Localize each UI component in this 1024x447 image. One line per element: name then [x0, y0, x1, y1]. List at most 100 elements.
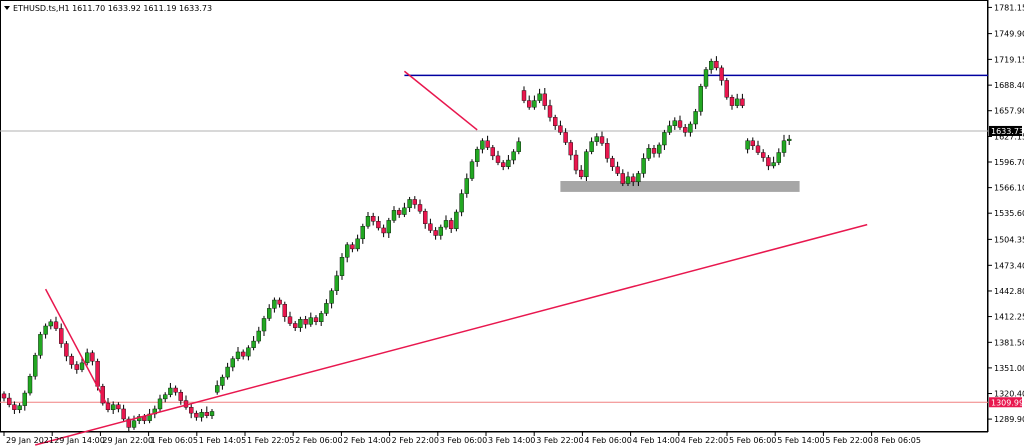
candle-body [532, 100, 537, 108]
candle-body [719, 67, 724, 81]
candle-body [381, 227, 386, 234]
price-tick-label: 1596.70 [994, 158, 1024, 167]
candle-body [230, 358, 236, 368]
price-tick-label: 1657.90 [994, 107, 1024, 116]
candle-body [672, 120, 677, 126]
candle-body [584, 151, 589, 178]
support-zone-layer [560, 181, 800, 192]
candle-body [303, 319, 308, 325]
candle-body [261, 318, 267, 332]
time-tick-label: 29 Jan 14:00 [54, 436, 105, 445]
candle-body [214, 385, 220, 393]
candle-body [516, 141, 521, 152]
candle-body [199, 412, 204, 418]
candle-body [547, 105, 553, 118]
candle-body [79, 362, 85, 370]
trendline [35, 223, 868, 446]
triangle-down-icon[interactable] [4, 6, 10, 10]
price-tick-label: 1412.25 [994, 313, 1024, 322]
candle-body [490, 147, 495, 157]
candle-body [480, 140, 485, 150]
time-tick-label: 2 Feb 14:00 [343, 436, 390, 445]
candle-body [646, 148, 651, 159]
candle-body [173, 387, 178, 393]
candle-body [724, 80, 729, 98]
candle-body [693, 111, 698, 125]
time-tick-label: 4 Feb 06:00 [584, 436, 631, 445]
candle-body [667, 125, 672, 133]
candle-body [568, 142, 573, 156]
candle-body [761, 152, 766, 158]
price-tick-label: 1473.40 [994, 261, 1024, 270]
candle-body [438, 226, 443, 236]
time-tick-label: 5 Feb 06:00 [729, 436, 776, 445]
current-price-tag-label: 1633.73 [991, 127, 1024, 136]
price-axis: 1781.15 1749.90 1719.15 1688.40 1657.90 1627.… [988, 3, 1024, 424]
candle-body [240, 351, 246, 357]
candle-body [703, 69, 709, 87]
candle-body [121, 408, 126, 420]
candle-body [475, 148, 480, 162]
candle-body [69, 355, 74, 365]
candle-body [521, 90, 527, 101]
candle-body [246, 347, 251, 357]
candle-body [449, 220, 454, 229]
candle-body [371, 216, 376, 222]
time-tick-label: 29 Jan 22:00 [102, 436, 153, 445]
candle-body [558, 125, 563, 133]
candle-body [527, 100, 532, 108]
chart-title: ETHUSD.ts,H1 1611.70 1633.92 1611.19 163… [13, 4, 212, 13]
candle-body [553, 117, 558, 126]
candle-body [469, 161, 475, 179]
time-tick-label: 8 Feb 06:05 [874, 436, 921, 445]
candle-body [407, 199, 412, 209]
candle-body [735, 98, 740, 106]
time-tick-label: 3 Feb 22:00 [536, 436, 583, 445]
candle-body [625, 176, 631, 184]
price-tick-label: 1381.50 [994, 338, 1024, 347]
candle-body [563, 132, 568, 143]
candle-body [506, 159, 511, 167]
candle-body [397, 210, 402, 215]
candle-body [428, 223, 433, 231]
candle-body [188, 407, 194, 414]
candle-body [657, 144, 662, 154]
candle-body [511, 151, 516, 161]
time-tick-label: 1 Feb 06:05 [151, 436, 198, 445]
candle-body [729, 97, 735, 106]
current-price-tag [989, 125, 1022, 136]
candle-body [620, 173, 625, 184]
trendlines [35, 70, 868, 446]
candle-body [126, 418, 132, 428]
candle-body [376, 221, 381, 229]
time-tick-label: 2 Feb 22:00 [392, 436, 439, 445]
candle-body [350, 244, 355, 250]
candle-body [110, 404, 116, 410]
candle-body [787, 138, 792, 141]
candle-body [651, 148, 657, 154]
candle-body [324, 303, 329, 314]
trendline [44, 288, 109, 407]
candle-body [256, 330, 261, 342]
price-tick-label: 1442.80 [994, 287, 1024, 296]
candle-body [38, 334, 43, 356]
candle-body [339, 257, 345, 276]
candle-body [235, 351, 241, 359]
candle-body [709, 60, 714, 70]
candle-body [365, 216, 371, 227]
time-tick-label: 2 Feb 06:00 [295, 436, 342, 445]
candle-body [334, 275, 339, 291]
candle-body [43, 325, 48, 335]
candle-body [162, 394, 168, 400]
time-tick-label: 4 Feb 14:00 [633, 436, 680, 445]
candle-body [417, 204, 423, 212]
candle-body [360, 226, 365, 240]
candle-body [12, 404, 17, 410]
candle-body [90, 352, 95, 362]
candle-body [745, 140, 750, 150]
candle-body [589, 141, 594, 152]
price-tick-label: 1289.90 [994, 415, 1024, 424]
price-tick-label: 1320.40 [994, 390, 1024, 399]
candle-body [485, 140, 490, 148]
